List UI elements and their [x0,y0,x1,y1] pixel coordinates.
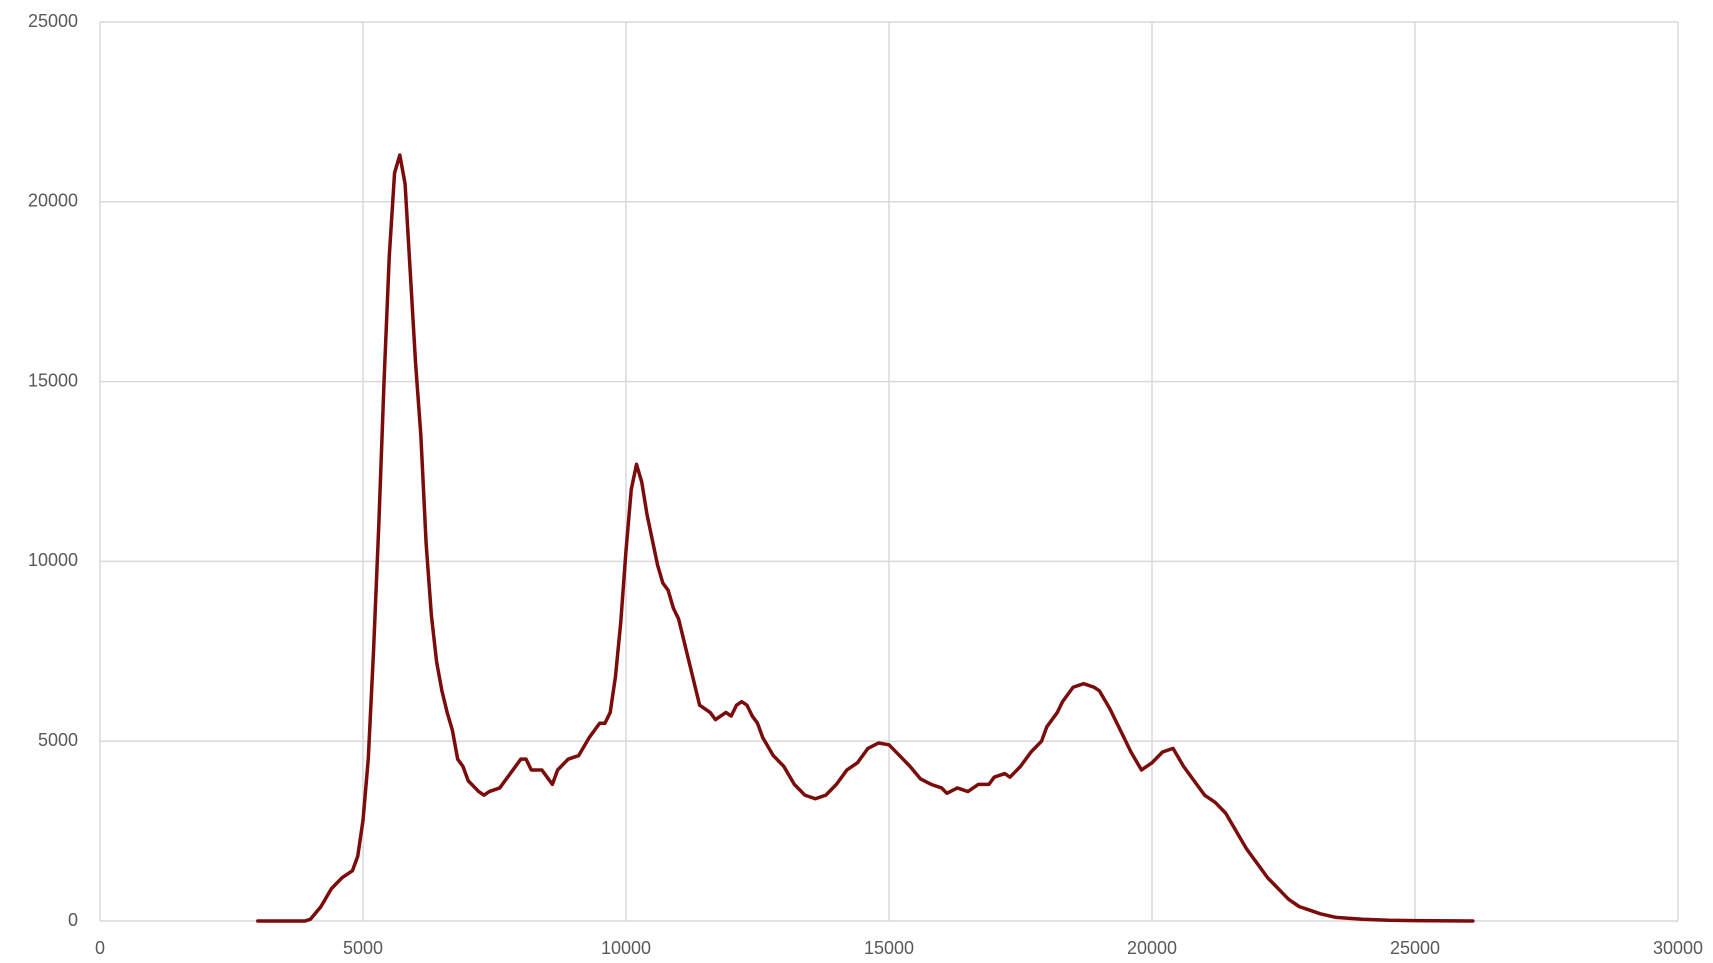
x-tick-label: 5000 [343,938,383,958]
x-tick-label: 0 [95,938,105,958]
y-tick-label: 15000 [28,370,78,390]
y-tick-label: 20000 [28,191,78,211]
y-tick-label: 10000 [28,550,78,570]
x-tick-label: 30000 [1653,938,1703,958]
y-tick-label: 0 [68,910,78,930]
x-tick-label: 10000 [601,938,651,958]
x-tick-label: 15000 [864,938,914,958]
x-tick-label: 20000 [1127,938,1177,958]
line-series [256,153,1475,923]
y-tick-label: 25000 [28,11,78,31]
y-tick-label: 5000 [38,730,78,750]
x-tick-label: 25000 [1390,938,1440,958]
